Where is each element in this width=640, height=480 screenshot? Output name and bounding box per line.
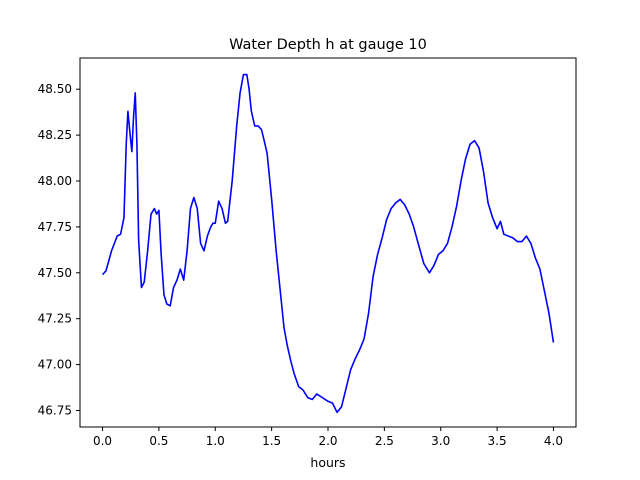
x-tick-label: 3.0: [431, 434, 450, 448]
x-tick-label: 3.5: [488, 434, 507, 448]
y-tick-label: 47.75: [38, 220, 72, 234]
y-tick-label: 48.50: [38, 82, 72, 96]
y-tick-label: 46.75: [38, 403, 72, 417]
x-axis-label: hours: [310, 455, 345, 470]
y-axis: 46.75 47.00 47.25 47.50 47.75 48.00 48.25 48.50: [38, 82, 80, 417]
series-line: [101, 73, 555, 414]
x-tick-label: 1.0: [206, 434, 225, 448]
plot-area: [80, 58, 576, 427]
x-tick-label: 0.5: [149, 434, 168, 448]
y-tick-label: 48.25: [38, 128, 72, 142]
y-tick-label: 47.50: [38, 266, 72, 280]
y-tick-label: 47.00: [38, 358, 72, 372]
x-tick-label: 4.0: [544, 434, 563, 448]
x-tick-label: 1.5: [262, 434, 281, 448]
y-tick-label: 47.25: [38, 312, 72, 326]
data-layer: [101, 73, 555, 414]
x-tick-label: 2.0: [318, 434, 337, 448]
x-tick-label: 2.5: [375, 434, 394, 448]
x-tick-label: 0.0: [93, 434, 112, 448]
chart-title: Water Depth h at gauge 10: [229, 37, 427, 53]
y-tick-label: 48.00: [38, 174, 72, 188]
x-axis: 0.0 0.5 1.0 1.5 2.0 2.5 3.0 3.5 4.0: [93, 427, 563, 448]
